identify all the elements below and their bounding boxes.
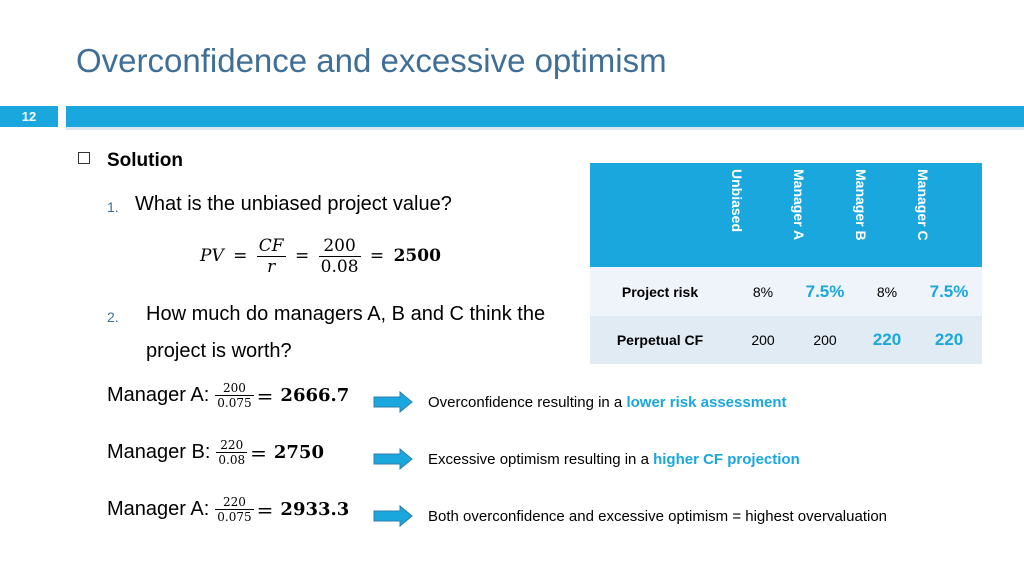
table-row: [590, 267, 982, 316]
arrow-right-icon: [373, 391, 413, 413]
pv-result: 2500: [393, 246, 441, 266]
table-header: [590, 163, 982, 267]
manager-eq: =: [256, 383, 274, 408]
manager-fraction: 200 0.075: [215, 381, 254, 410]
manager-frac-den: 0.075: [217, 396, 252, 410]
note-2: Excessive optimism resulting in a higher…: [428, 451, 800, 468]
cell: 8%: [876, 284, 898, 300]
row-label-perpetual-cf: Perpetual CF: [616, 332, 704, 348]
cell-highlight: 220: [872, 330, 902, 349]
manager-row-3: Manager A: 220 0.075 = 2933.3: [107, 495, 349, 524]
pv-fraction-2: 200 0.08: [318, 236, 361, 277]
pv-frac1-num: CF: [256, 236, 286, 257]
pv-eq-3: =: [369, 246, 385, 266]
manager-fraction: 220 0.075: [215, 495, 254, 524]
pv-frac1-den: r: [267, 257, 276, 277]
pv-fraction-1: CF r: [256, 236, 286, 277]
manager-result: 2666.7: [280, 385, 350, 406]
header-manager-c: Manager C: [915, 169, 931, 241]
header-band-shadow: [66, 127, 1024, 130]
manager-label: Manager A:: [107, 498, 210, 520]
manager-label: Manager A:: [107, 384, 210, 406]
cell: 200: [813, 332, 837, 348]
pv-lhs: PV: [200, 246, 224, 266]
manager-frac-num: 220: [215, 495, 254, 510]
cell: 8%: [752, 284, 774, 300]
manager-result: 2750: [273, 442, 324, 463]
header-manager-a: Manager A: [791, 169, 807, 241]
pv-frac2-num: 200: [318, 236, 361, 257]
question-2-line-1: How much do managers A, B and C think th…: [146, 303, 546, 325]
manager-frac-den: 0.075: [217, 510, 252, 524]
section-heading: Solution: [107, 150, 183, 171]
question-2-number: 2.: [107, 309, 119, 325]
cell-highlight: 7.5%: [805, 282, 845, 301]
manager-frac-den: 0.08: [218, 453, 246, 467]
question-1-number: 1.: [107, 199, 119, 215]
table-row: [590, 316, 982, 364]
pv-formula: PV = CF r = 200 0.08 = 2500: [200, 236, 441, 277]
note-3: Both overconfidence and excessive optimi…: [428, 508, 888, 525]
cell-highlight: 7.5%: [929, 282, 969, 301]
header-band: [66, 106, 1024, 127]
manager-frac-num: 200: [215, 381, 254, 396]
comparison-table: Unbiased Manager A Manager B Manager C P…: [590, 163, 982, 364]
manager-eq: =: [250, 440, 267, 465]
slide-title: Overconfidence and excessive optimism: [76, 42, 667, 79]
arrow-right-icon: [373, 448, 413, 470]
note-highlight: lower risk assessment: [626, 394, 787, 411]
bullet-square-icon: [78, 152, 90, 164]
question-2-line-2: project is worth?: [146, 340, 292, 362]
note-1: Overconfidence resulting in a lower risk…: [428, 394, 787, 411]
manager-row-2: Manager B: 220 0.08 = 2750: [107, 438, 324, 467]
cell-highlight: 220: [934, 330, 964, 349]
manager-fraction: 220 0.08: [216, 438, 248, 467]
header-manager-b: Manager B: [853, 169, 869, 241]
header-unbiased: Unbiased: [729, 169, 745, 233]
question-1-text: What is the unbiased project value?: [135, 193, 452, 215]
pv-eq-1: =: [233, 246, 248, 266]
note-highlight: higher CF projection: [653, 451, 800, 468]
manager-row-1: Manager A: 200 0.075 = 2666.7: [107, 381, 349, 410]
manager-frac-num: 220: [216, 438, 248, 453]
arrow-right-icon: [373, 505, 413, 527]
page-number: 12: [0, 106, 58, 127]
pv-eq-2: =: [295, 246, 310, 266]
pv-frac2-den: 0.08: [320, 257, 359, 277]
manager-eq: =: [256, 497, 274, 522]
manager-result: 2933.3: [280, 499, 350, 520]
cell: 200: [751, 332, 775, 348]
manager-label: Manager B:: [107, 441, 211, 463]
row-label-project-risk: Project risk: [621, 284, 699, 300]
